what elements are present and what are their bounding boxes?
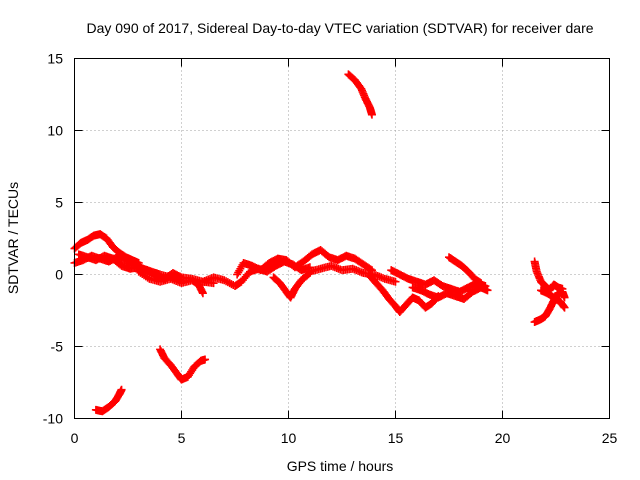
data-point <box>117 385 126 394</box>
y-tick-label: 15 <box>47 51 63 67</box>
data-point <box>367 110 376 119</box>
y-tick-labels: -10 -5 0 5 10 15 <box>43 51 63 427</box>
data-point <box>201 355 210 364</box>
x-tick-label: 20 <box>495 430 511 446</box>
data-point <box>560 303 569 312</box>
series-arc-12 <box>408 283 492 303</box>
series-arc-13 <box>445 253 486 288</box>
series-arc-7 <box>269 269 314 302</box>
data-point <box>477 279 486 288</box>
data-point <box>560 293 569 302</box>
chart-title: Day 090 of 2017, Sidereal Day-to-day VTE… <box>86 20 593 36</box>
series-arc-4 <box>134 267 207 298</box>
y-tick-label: 0 <box>55 267 63 283</box>
y-tick-label: 10 <box>47 123 63 139</box>
x-tick-labels: 0 5 10 15 20 25 <box>71 430 618 446</box>
x-tick-label: 5 <box>178 430 186 446</box>
x-tick-label: 15 <box>388 430 404 446</box>
series-arc-6 <box>233 246 376 279</box>
y-axis-label: SDTVAR / TECUs <box>5 182 21 294</box>
series-arc-18 <box>537 286 569 312</box>
data-point <box>198 289 207 298</box>
series-arc-5 <box>198 257 314 291</box>
x-tick-label: 10 <box>281 430 297 446</box>
series-arc-17 <box>530 287 569 327</box>
x-axis-label: GPS time / hours <box>287 458 394 474</box>
data-point <box>483 286 492 295</box>
series-arc-14 <box>91 385 126 416</box>
data-points <box>70 70 569 416</box>
y-tick-label: -5 <box>51 339 64 355</box>
x-tick-label: 25 <box>602 430 618 446</box>
y-tick-label: -10 <box>43 411 63 427</box>
series-arc-9 <box>344 70 376 119</box>
y-tick-label: 5 <box>55 195 63 211</box>
grid <box>74 58 610 419</box>
x-tick-label: 0 <box>71 430 79 446</box>
series-arc-8 <box>305 261 400 286</box>
axis-ticks <box>74 58 610 419</box>
plot-frame <box>74 58 610 419</box>
data-point <box>391 277 400 286</box>
series-arc-15 <box>156 345 210 384</box>
